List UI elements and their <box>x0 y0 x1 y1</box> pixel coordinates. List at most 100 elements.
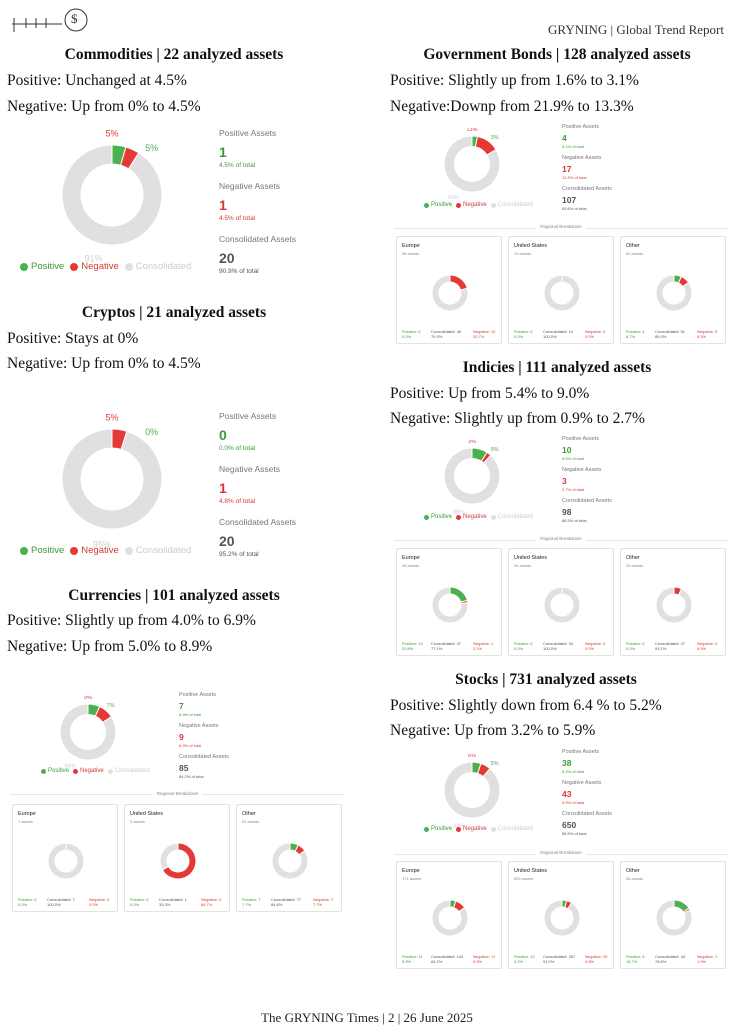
region-asset-count: 34 assets <box>514 563 532 568</box>
indices-donut-svg: 9% 3% 88% <box>443 439 501 515</box>
consolidated-segment <box>47 842 85 880</box>
region-positive-stat: Positive: 0 0.0% <box>18 897 37 907</box>
region-donut-chart <box>655 586 693 624</box>
negative-assets-value: 3 <box>562 476 567 486</box>
consolidated-pct-label: 84% <box>64 763 75 769</box>
currencies-legend: Positive Negative Consolidated <box>41 768 150 774</box>
negative-assets-value: 43 <box>562 789 572 799</box>
region-donut-chart <box>159 842 197 880</box>
legend-consolidated-label: Consolidated <box>114 768 150 774</box>
legend-negative-dot <box>70 546 79 555</box>
currencies-donut-svg: 7% 9% 84% <box>59 695 117 769</box>
legend-positive-dot <box>424 826 429 832</box>
region-positive-stat: Positive: 10 20.8% <box>402 641 423 651</box>
brand-line: GRYNING | Global Trend Report <box>548 22 724 37</box>
region-negative-stat: Negative: 17 9.9% <box>473 954 496 964</box>
region-name: Other <box>626 868 640 874</box>
region-negative-stat: Negative: 0 0.0% <box>585 641 606 651</box>
region-card-europe: Europe 58 assets Positive: 0 0.0% Consolidat… <box>396 236 502 344</box>
consolidated-segment <box>543 899 581 937</box>
legend-negative-dot <box>456 202 462 208</box>
negative-pct-label: 13% <box>466 128 477 133</box>
indices-negative-line: Negative: Slightly up from 0.9% to 2.7% <box>390 410 645 427</box>
bonds-legend: Positive Negative Consolidated <box>424 202 533 208</box>
negative-assets-pct: 4.8% of total <box>219 498 256 505</box>
positive-assets-label: Positive Assets <box>562 124 599 130</box>
legend-consolidated-label: Consolidated <box>497 202 533 208</box>
negative-assets-value: 1 <box>219 480 227 496</box>
cryptos-negative-line: Negative: Up from 0% to 4.5% <box>7 355 201 372</box>
consolidated-segment <box>443 761 501 819</box>
consolidated-segment <box>443 447 501 505</box>
region-positive-stat: Positive: 0 0.0% <box>626 641 645 651</box>
region-positive-stat: Positive: 11 5.3% <box>402 954 423 964</box>
region-card-other: Other 91 assets Positive: 7 7.7% Consolidate… <box>236 804 342 912</box>
currencies-stats: Positive Assets 7 6.9% of total Negative… <box>179 692 279 779</box>
positive-assets-pct: 4.5% of total <box>219 162 256 169</box>
legend-positive-dot <box>20 262 28 271</box>
stocks-stats: Positive Assets 38 5.2% of total Negativ… <box>562 749 662 836</box>
consolidated-assets-pct: 95.2% of total <box>219 551 259 558</box>
region-donut-chart <box>431 274 469 312</box>
region-name: Europe <box>402 243 420 249</box>
positive-pct-label: 0% <box>145 427 158 437</box>
currencies-positive-line: Positive: Slightly up from 4.0% to 6.9% <box>7 612 256 629</box>
cryptos-positive-line: Positive: Stays at 0% <box>7 330 139 347</box>
region-consolidated-stat: Consolidated: 37 77.1% <box>431 641 462 651</box>
consolidated-pct-label: 84% <box>448 195 459 201</box>
legend-positive-dot <box>20 546 28 555</box>
region-negative-stat: Negative: 0 0.0% <box>585 329 606 339</box>
consolidated-assets-label: Consolidated Assets <box>562 186 612 192</box>
consolidated-segment <box>159 842 179 871</box>
consolidated-assets-value: 98 <box>562 507 572 517</box>
region-negative-stat: Negative: 25 4.8% <box>585 954 608 964</box>
bonds-title: Government Bonds | 128 analyzed assets <box>423 46 691 63</box>
negative-segment <box>449 274 468 291</box>
legend-negative-dot <box>456 826 462 832</box>
commodities-negative-line: Negative: Up from 0% to 4.5% <box>7 98 201 115</box>
legend-positive-dot <box>41 768 46 774</box>
indices-regional-breakdown: Europe 48 assets Positive: 10 20.8% Consolid… <box>396 548 726 656</box>
positive-assets-value: 7 <box>179 701 184 711</box>
region-negative-stat: Negative: 7 7.7% <box>313 897 334 907</box>
consolidated-assets-pct: 84.2% of total <box>179 774 204 779</box>
legend-consolidated-label: Consolidated <box>135 261 192 272</box>
region-donut-chart <box>431 899 469 937</box>
region-positive-stat: Positive: 0 0.0% <box>514 329 533 339</box>
region-asset-count: 10 assets <box>514 251 532 256</box>
positive-pct-label: 9% <box>491 447 499 453</box>
cryptos-stats: Positive Assets 0 0.0% of total Negative… <box>219 411 339 558</box>
region-donut-chart <box>655 899 693 937</box>
commodities-title: Commodities | 22 analyzed assets <box>64 46 284 63</box>
region-asset-count: 504 assets <box>514 876 534 881</box>
commodities-positive-line: Positive: Unchanged at 4.5% <box>7 72 187 89</box>
logo: $ <box>10 6 90 34</box>
positive-assets-pct: 9.0% of total <box>562 456 585 461</box>
legend-negative-label: Negative <box>81 545 119 556</box>
region-consolidated-stat: Consolidated: 144 84.2% <box>431 954 464 964</box>
currencies-donut-chart: 7% 9% 84% <box>40 695 150 782</box>
positive-assets-pct: 5.2% of total <box>562 769 585 774</box>
consolidated-assets-label: Consolidated Assets <box>219 517 297 527</box>
region-card-other: Other 29 assets Positive: 0 0.0% Consolidate… <box>620 548 726 656</box>
consolidated-segment <box>443 135 501 193</box>
region-name: Europe <box>402 868 420 874</box>
region-consolidated-stat: Consolidated: 51 85.0% <box>655 329 686 339</box>
positive-segment <box>449 586 468 603</box>
positive-assets-pct: 0.0% of total <box>219 445 256 452</box>
region-name: Other <box>242 811 256 817</box>
regional-breakdown-label: Regional Breakdown <box>394 850 728 855</box>
region-positive-stat: Positive: 4 6.7% <box>626 329 645 339</box>
region-card-europe: Europe 171 assets Positive: 11 5.3% Consolid… <box>396 861 502 969</box>
cryptos-legend: Positive Negative Consolidated <box>20 545 191 556</box>
region-asset-count: 58 assets <box>402 251 420 256</box>
positive-assets-value: 0 <box>219 427 227 443</box>
regional-breakdown-text: Regional Breakdown <box>536 850 586 855</box>
region-card-united-states: United States 10 assets Positive: 0 0.0% Con… <box>508 236 614 344</box>
consolidated-segment <box>655 899 693 937</box>
consolidated-segment <box>431 586 469 624</box>
region-negative-stat: Negative: 2 66.7% <box>201 897 222 907</box>
positive-assets-label: Positive Assets <box>179 692 216 698</box>
currencies-regional-breakdown: Europe 7 assets Positive: 0 0.0% Consolidate… <box>12 804 342 912</box>
consolidated-assets-label: Consolidated Assets <box>562 811 612 817</box>
